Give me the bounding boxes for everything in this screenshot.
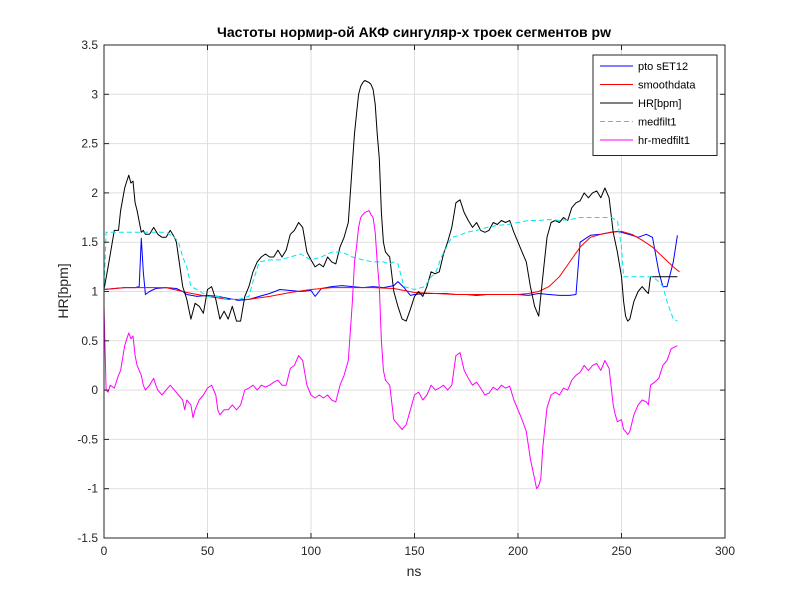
y-tick-label: -1	[87, 482, 98, 496]
x-tick-label: 200	[508, 544, 528, 558]
series-line-hr-medfilt1	[103, 210, 678, 490]
legend-entry: HR[bpm]	[638, 98, 681, 110]
y-tick-label: 2.5	[81, 137, 98, 151]
x-tick-label: 250	[611, 544, 631, 558]
legend-entry: smoothdata	[638, 80, 696, 92]
ticks: 0 50 100 150 200 250 300 -1.5 -1 -0.5 0 0.5 1 1.5 2 2.5…	[77, 38, 735, 558]
y-tick-label: 1	[91, 285, 98, 299]
y-tick-label: 0.5	[81, 334, 98, 348]
legend-box	[592, 54, 718, 156]
legend-entry: hr-medfilt1	[638, 135, 690, 147]
y-tick-label: 1.5	[81, 235, 98, 249]
legend-entry: pto sET12	[638, 61, 688, 73]
x-tick-label: 0	[101, 544, 108, 558]
series-line-hr-bpm-	[103, 80, 678, 322]
x-tick-label: 300	[715, 544, 735, 558]
x-tick-label: 50	[201, 544, 215, 558]
x-tick-label: 100	[301, 544, 321, 558]
x-axis-label: ns	[407, 563, 422, 579]
y-tick-label: -1.5	[77, 531, 98, 545]
y-tick-label: 2	[91, 186, 98, 200]
y-tick-label: 3.5	[81, 38, 98, 52]
y-tick-label: 0	[91, 383, 98, 397]
series-lines	[103, 80, 680, 490]
chart-title: Частоты нормир-ой АКФ сингуляр-х троек с…	[217, 24, 611, 40]
y-tick-label: 3	[91, 87, 98, 101]
x-tick-label: 150	[404, 544, 424, 558]
legend: pto sET12 smoothdata HR[bpm] medfilt1 hr-med…	[592, 54, 718, 156]
series-line-medfilt1	[103, 217, 678, 322]
legend-entry: medfilt1	[638, 117, 677, 129]
y-axis-label: HR[bpm]	[55, 263, 71, 318]
series-line-smoothdata	[103, 230, 680, 300]
y-tick-label: -0.5	[77, 432, 98, 446]
